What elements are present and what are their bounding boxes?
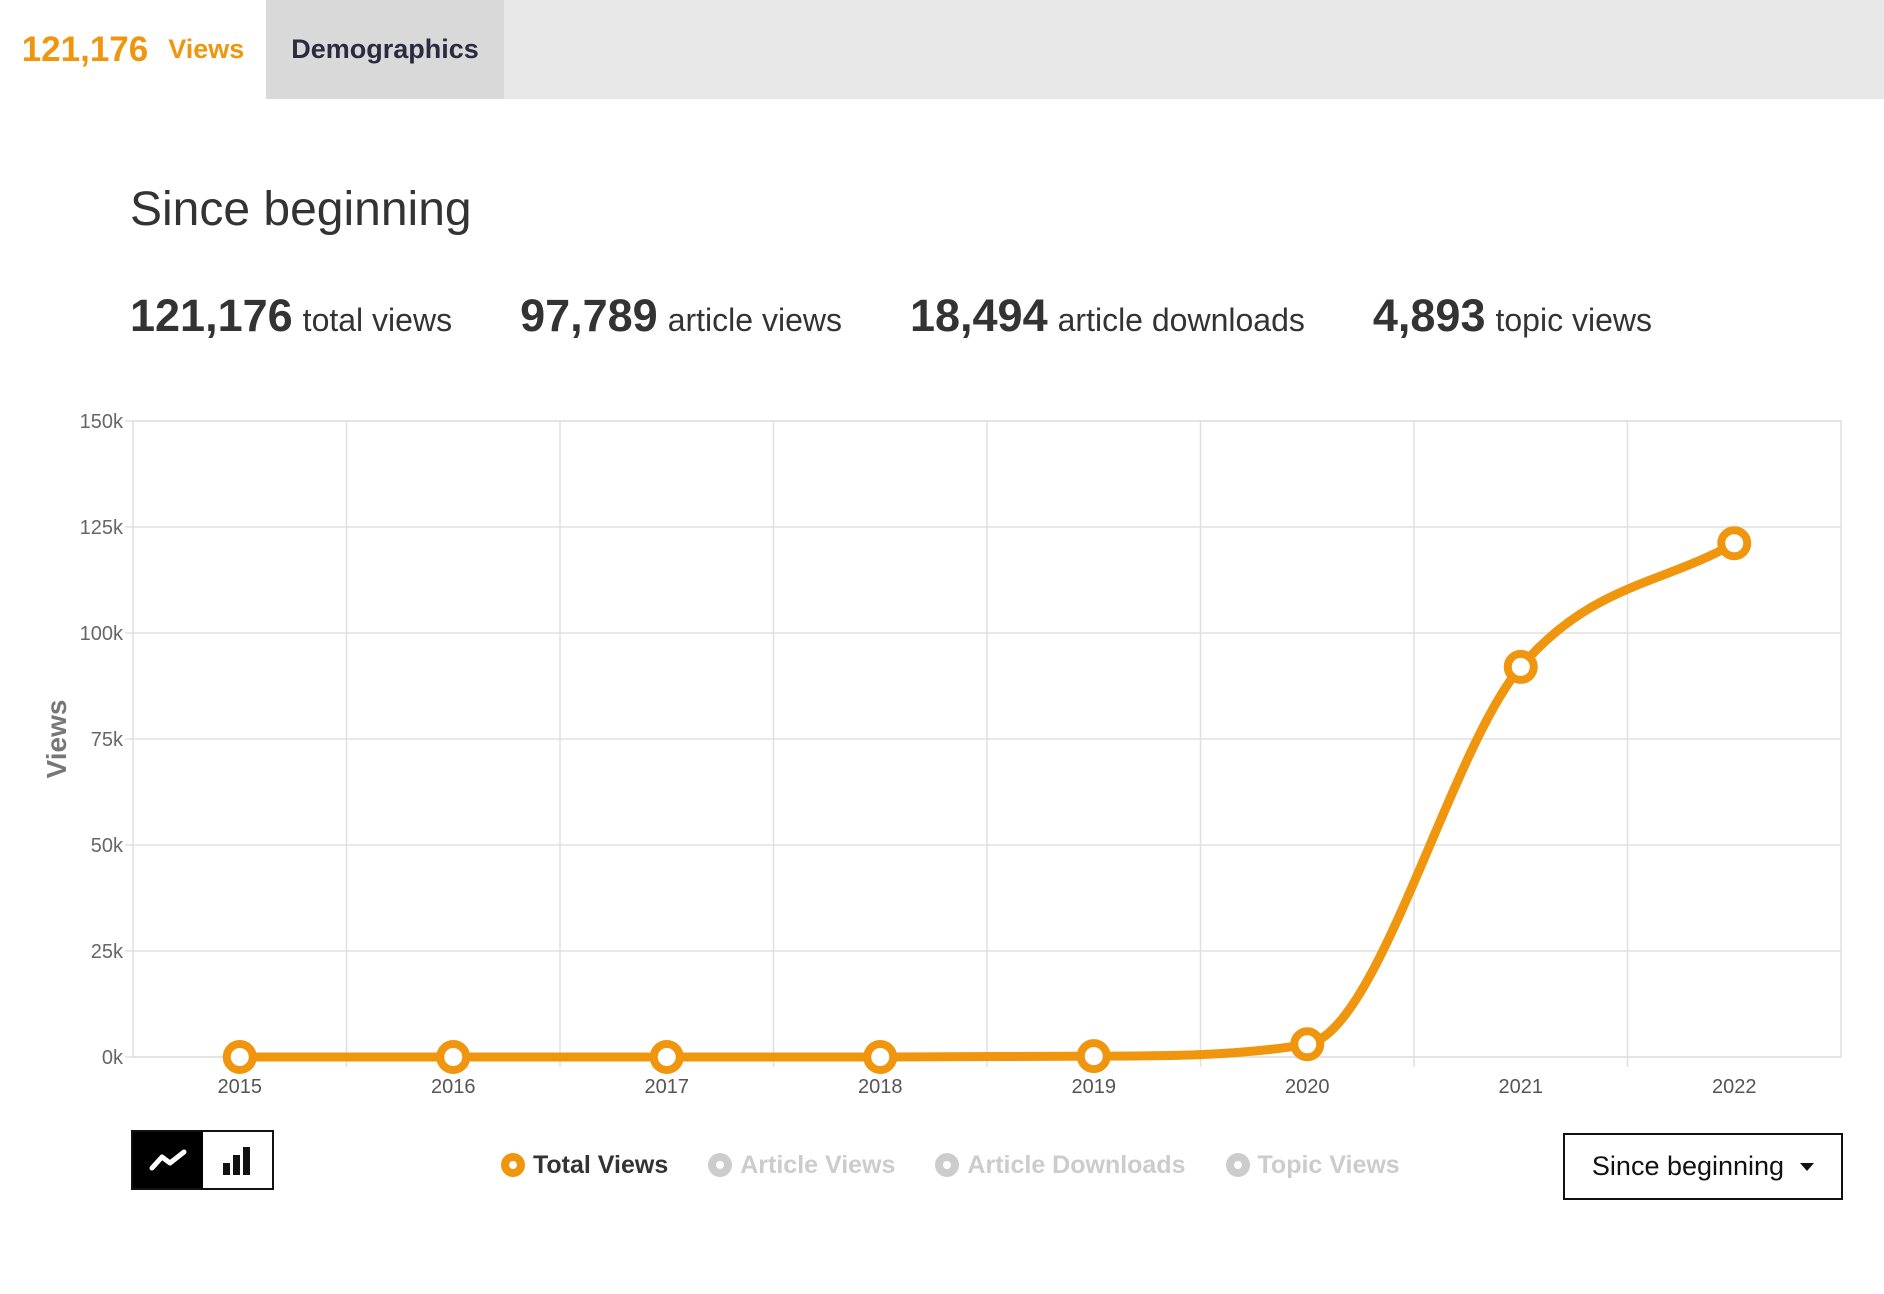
bar-chart-button[interactable] [202,1132,272,1188]
tab-bar: 121,176 Views Demographics [0,0,1884,99]
data-point [649,1040,684,1074]
legend-article-downloads[interactable]: Article Downloads [935,1150,1186,1180]
legend-label: Topic Views [1257,1150,1400,1179]
tab-views-label: Views [168,34,245,64]
section-title: Since beginning [130,183,472,236]
data-point [436,1040,471,1074]
chart-legend: Total Views Article Views Article Downlo… [501,1145,1440,1185]
x-tick-label: 2017 [645,1076,690,1098]
chart-type-toggle [131,1130,274,1190]
legend-label: Article Views [740,1150,896,1179]
tab-demographics[interactable]: Demographics [266,0,504,99]
x-tick-label: 2015 [218,1076,263,1098]
stat-article-downloads: 18,494 article downloads [910,290,1305,342]
stat-topic-views: 4,893 topic views [1373,290,1652,342]
tab-demographics-label: Demographics [291,34,479,64]
series-line-total-views [235,538,1739,1062]
x-tick-label: 2016 [431,1076,476,1098]
data-point [1503,649,1538,684]
stat-article-views: 97,789 article views [520,290,842,342]
x-tick-label: 2022 [1712,1076,1757,1098]
legend-label: Total Views [533,1150,669,1179]
y-tick-label: 75k [91,729,124,751]
legend-article-views[interactable]: Article Views [708,1151,895,1180]
legend-marker-icon [501,1153,525,1177]
tab-views[interactable]: 121,176 Views [0,0,266,99]
legend-label: Article Downloads [967,1150,1186,1179]
x-tick-label: 2020 [1285,1076,1330,1098]
y-tick-label: 25k [91,941,124,963]
data-point [1290,1027,1325,1062]
time-range-value: Since beginning [1591,1151,1785,1181]
y-axis-title: Views [41,700,72,779]
stats-row: 121,176 total views 97,789 article views… [130,290,1720,342]
legend-total-views[interactable]: Total Views [501,1151,668,1180]
stat-label: total views [302,302,453,338]
views-line-chart: 0k 25k 50k 75k 100k 125k 150k 2015 2016 2017 2018 2… [41,411,1842,1098]
stat-value: 97,789 [520,290,658,341]
stat-total-views: 121,176 total views [130,290,452,342]
stat-label: topic views [1495,302,1652,338]
legend-marker-icon [935,1153,960,1177]
legend-marker-icon [1225,1153,1250,1177]
stat-value: 4,893 [1372,290,1486,341]
y-tick-label: 50k [91,835,124,857]
x-tick-label: 2019 [1072,1076,1117,1098]
stat-value: 18,494 [909,290,1048,341]
line-chart-button[interactable] [133,1132,203,1188]
legend-topic-views[interactable]: Topic Views [1225,1150,1400,1180]
data-point [1076,1039,1111,1074]
stat-label: article views [667,302,842,338]
data-point [222,1040,257,1074]
x-tick-label: 2018 [858,1076,903,1098]
caret-down-icon [1800,1162,1815,1171]
y-tick-label: 100k [80,623,124,645]
x-tick-label: 2021 [1499,1076,1544,1098]
time-range-select[interactable]: Since beginning [1563,1133,1843,1200]
data-point [863,1040,898,1074]
tab-views-count: 121,176 [21,29,149,69]
y-tick-label: 150k [80,411,124,433]
legend-marker-icon [708,1153,733,1177]
stat-label: article downloads [1057,302,1305,338]
bar-chart-icon [223,1147,251,1175]
y-tick-label: 125k [80,517,124,539]
line-chart-icon [149,1149,187,1171]
y-tick-label: 0k [102,1047,124,1069]
data-point [1717,526,1752,561]
stat-value: 121,176 [130,290,293,341]
